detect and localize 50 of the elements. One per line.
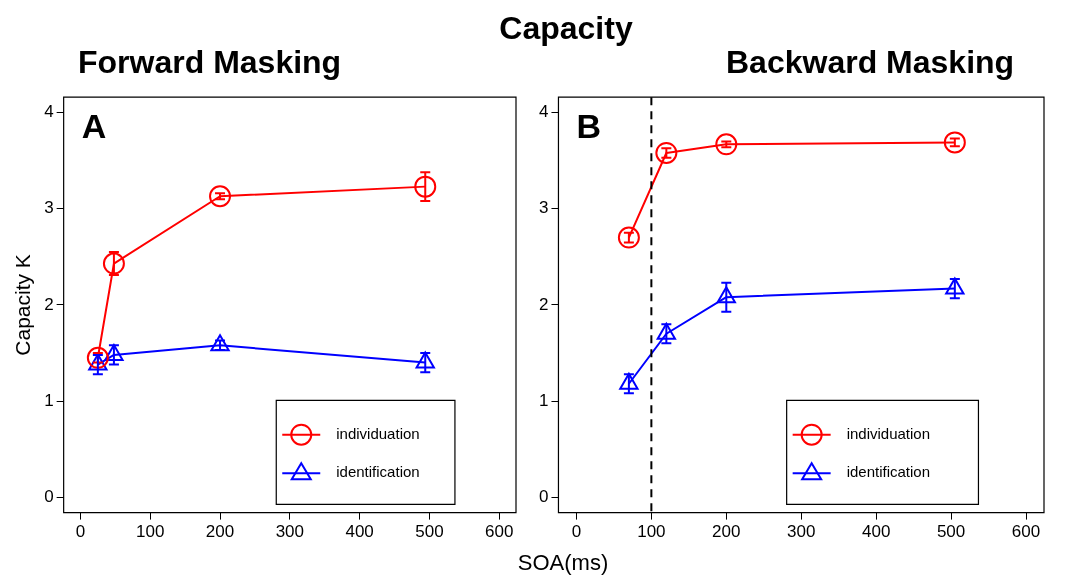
- y-tick-label: 0: [538, 486, 549, 506]
- x-tick-label: 0: [75, 522, 86, 542]
- y-axis-title: Capacity K: [11, 254, 35, 356]
- chart-subtitle: Backward Masking: [726, 44, 1015, 81]
- point: [88, 353, 108, 371]
- x-tick-label: 400: [861, 522, 891, 542]
- point: [210, 334, 230, 352]
- x-tick-label: 0: [571, 522, 582, 542]
- x-tick-label: 600: [1011, 522, 1041, 542]
- point: [102, 252, 125, 275]
- legend-label: identification: [846, 463, 931, 481]
- point: [715, 133, 738, 156]
- point: [104, 343, 124, 361]
- y-tick-label: 4: [44, 102, 54, 122]
- y-tick-label: 3: [44, 198, 54, 218]
- legend-label: individuation: [336, 424, 420, 442]
- y-tick-label: 2: [538, 294, 549, 314]
- point: [943, 131, 966, 154]
- chart-title: Capacity: [499, 10, 633, 46]
- x-tick-label: 300: [787, 522, 816, 542]
- x-tick-label: 500: [415, 522, 444, 542]
- x-tick-label: 100: [136, 522, 165, 542]
- x-tick-label: 200: [205, 522, 235, 542]
- y-tick-label: 0: [44, 486, 54, 506]
- x-tick-label: 400: [345, 522, 374, 542]
- point: [209, 185, 232, 208]
- y-tick-label: 1: [538, 390, 549, 410]
- point: [716, 286, 736, 304]
- x-tick-label: 200: [712, 522, 741, 542]
- y-tick-label: 2: [44, 294, 54, 314]
- x-tick-label: 500: [936, 522, 966, 542]
- x-axis-title: SOA(ms): [516, 550, 610, 576]
- point: [617, 226, 640, 249]
- x-tick-label: 300: [275, 522, 305, 542]
- point: [655, 141, 678, 164]
- legend-label: identification: [336, 463, 420, 481]
- legend-label: individuation: [846, 424, 931, 442]
- annotation: A: [81, 106, 107, 145]
- point: [945, 277, 965, 295]
- x-tick-label: 100: [637, 522, 666, 542]
- annotation: B: [576, 106, 602, 145]
- y-tick-label: 3: [538, 198, 549, 218]
- x-tick-label: 600: [485, 522, 514, 542]
- point: [619, 372, 639, 390]
- point: [656, 322, 677, 340]
- y-tick-label: 4: [538, 102, 549, 122]
- point: [414, 175, 437, 198]
- y-tick-label: 1: [44, 390, 54, 410]
- point: [415, 351, 435, 369]
- chart-subtitle: Forward Masking: [78, 44, 342, 81]
